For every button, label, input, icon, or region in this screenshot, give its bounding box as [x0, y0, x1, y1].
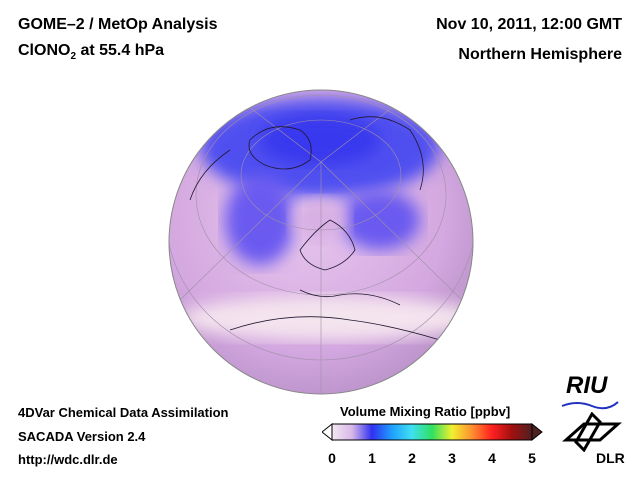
colorbar-tick-label: 0: [328, 450, 336, 466]
pressure-level: at 55.4 hPa: [76, 42, 165, 59]
colorbar-tick-label: 5: [528, 450, 536, 466]
colorbar: [322, 422, 543, 442]
colorbar-tick-label: 3: [448, 450, 456, 466]
region-label: Northern Hemisphere: [458, 46, 622, 63]
riu-logo-wave: [561, 401, 619, 410]
species-level: ClONO2 at 55.4 hPa: [18, 42, 164, 62]
date-time: Nov 10, 2011, 12:00 GMT: [436, 16, 622, 33]
colorbar-tick-label: 2: [408, 450, 416, 466]
dlr-logo-text: DLR: [596, 450, 625, 466]
footer-url[interactable]: http://wdc.dlr.de: [18, 452, 118, 467]
colorbar-gradient: [331, 423, 533, 441]
colorbar-low-arrow: [322, 422, 333, 442]
footer-version: SACADA Version 2.4: [18, 429, 146, 444]
colorbar-high-arrow: [531, 422, 543, 442]
vortex-field: [169, 90, 473, 394]
coastlines: [189, 116, 441, 341]
footer-method: 4DVar Chemical Data Assimilation: [18, 405, 229, 420]
product-title: GOME–2 / MetOp Analysis: [18, 16, 218, 33]
species-subscript: 2: [70, 51, 77, 63]
riu-logo: RIU: [566, 372, 608, 399]
colorbar-tick-label: 4: [488, 450, 496, 466]
colorbar-tick-label: 1: [368, 450, 376, 466]
dlr-logo-icon: [562, 412, 622, 452]
species-name: ClONO: [18, 42, 71, 59]
colorbar-title: Volume Mixing Ratio [ppbv]: [340, 404, 511, 419]
